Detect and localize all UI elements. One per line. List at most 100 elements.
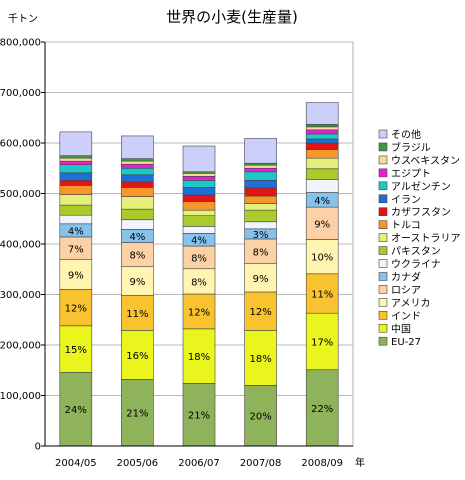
legend-label: イラン	[391, 194, 421, 206]
bar-segment	[305, 124, 339, 128]
bar-segment	[244, 203, 277, 211]
data-label: 12%	[65, 304, 87, 315]
bar-segment	[121, 163, 154, 169]
legend-swatch	[378, 298, 388, 307]
data-label: 3%	[253, 230, 269, 241]
data-label: 9%	[68, 271, 84, 282]
legend-swatch	[378, 259, 388, 268]
data-label: 10%	[311, 253, 333, 264]
bar-segment	[121, 196, 154, 210]
data-label: 15%	[65, 345, 87, 356]
data-label: 24%	[65, 405, 87, 416]
bar-segment	[182, 293, 216, 330]
data-label: 9%	[314, 219, 330, 230]
bar-segment	[305, 149, 339, 159]
bar-segment	[244, 209, 277, 223]
x-tick-label: 2005/06	[117, 458, 159, 469]
legend-label: 中国	[391, 322, 411, 335]
bar-segment	[182, 328, 216, 384]
bar-segment	[244, 221, 277, 230]
legend-swatch	[378, 129, 388, 139]
bar-segment	[244, 291, 277, 331]
bar-segment	[244, 180, 277, 189]
legend-label: その他	[391, 128, 421, 141]
bar-segment	[59, 185, 93, 195]
bar-segment	[59, 157, 93, 162]
bar-segment	[305, 168, 339, 180]
legend-label: アルゼンチン	[391, 181, 451, 193]
x-tick-label: 2008/09	[301, 458, 343, 469]
bar-segment	[182, 173, 216, 177]
legend-swatch	[378, 142, 388, 152]
bar-segment	[305, 133, 339, 140]
legend-swatch	[378, 336, 388, 346]
data-label: 4%	[314, 196, 330, 207]
data-label: 22%	[311, 404, 333, 415]
data-label: 4%	[191, 236, 207, 247]
data-label: 18%	[188, 352, 210, 363]
legend-label: カナダ	[391, 270, 421, 283]
data-label: 12%	[249, 307, 271, 318]
data-label: 12%	[188, 307, 210, 318]
x-tick-label: 2006/07	[178, 458, 220, 469]
legend-swatch	[378, 194, 388, 204]
bar-segment	[305, 312, 339, 371]
data-label: 11%	[126, 309, 148, 320]
bar-segment	[121, 219, 154, 230]
bar-segment	[305, 157, 339, 170]
bar-segment	[244, 238, 277, 264]
y-tick-label: 800,000	[0, 38, 41, 49]
bar-segment	[59, 164, 93, 174]
legend-swatch	[378, 220, 388, 229]
bar-segment	[305, 142, 339, 150]
data-label: 8%	[191, 253, 207, 264]
bar-segment	[59, 172, 93, 181]
bar-segment	[121, 242, 154, 268]
legend-swatch	[378, 155, 388, 165]
bar-segment	[121, 174, 154, 183]
bar-segment	[305, 138, 339, 144]
legend-swatch	[378, 285, 388, 294]
bar-segment	[121, 135, 154, 159]
legend-swatch	[378, 207, 388, 216]
y-axis-unit-label: 千トン	[8, 13, 38, 25]
bar-segment	[59, 155, 93, 159]
bar-segment	[182, 180, 216, 188]
bar-segment	[121, 158, 154, 162]
data-label: 17%	[311, 337, 333, 348]
bar-segment	[182, 201, 216, 211]
legend-swatch	[378, 181, 388, 191]
bar-segment	[121, 330, 154, 380]
bar-segment	[182, 145, 216, 173]
bar-segment	[182, 187, 216, 196]
bar-segment	[182, 194, 216, 202]
bar-segment	[182, 209, 216, 217]
legend-label: トルコ	[391, 221, 421, 232]
y-tick-label: 100,000	[0, 391, 41, 402]
bar-segment	[305, 179, 339, 193]
legend-swatch	[378, 310, 388, 320]
legend-label: カザフスタン	[391, 207, 451, 219]
bar-segment	[182, 226, 216, 234]
data-label: 9%	[129, 277, 145, 288]
y-tick-label: 300,000	[0, 290, 41, 301]
bar-segment	[305, 102, 339, 125]
bar-segment	[305, 206, 339, 240]
bar-segment	[59, 289, 93, 327]
bar-segment	[121, 295, 154, 331]
bar-segment	[121, 181, 154, 188]
bar-segment	[121, 208, 154, 221]
legend-label: ウスベキスタン	[391, 155, 460, 167]
bar-segment	[244, 195, 277, 204]
bar-segment	[121, 167, 154, 176]
data-label: 18%	[249, 354, 271, 365]
data-label: 4%	[129, 232, 145, 243]
bar-segment	[244, 167, 277, 173]
x-tick-label: 2007/08	[240, 458, 282, 469]
bar-segment	[305, 126, 339, 131]
bar-segment	[244, 171, 277, 181]
x-axis-unit-label: 年	[355, 456, 365, 469]
bar-segment	[244, 162, 277, 166]
y-tick-label: 400,000	[0, 240, 41, 251]
